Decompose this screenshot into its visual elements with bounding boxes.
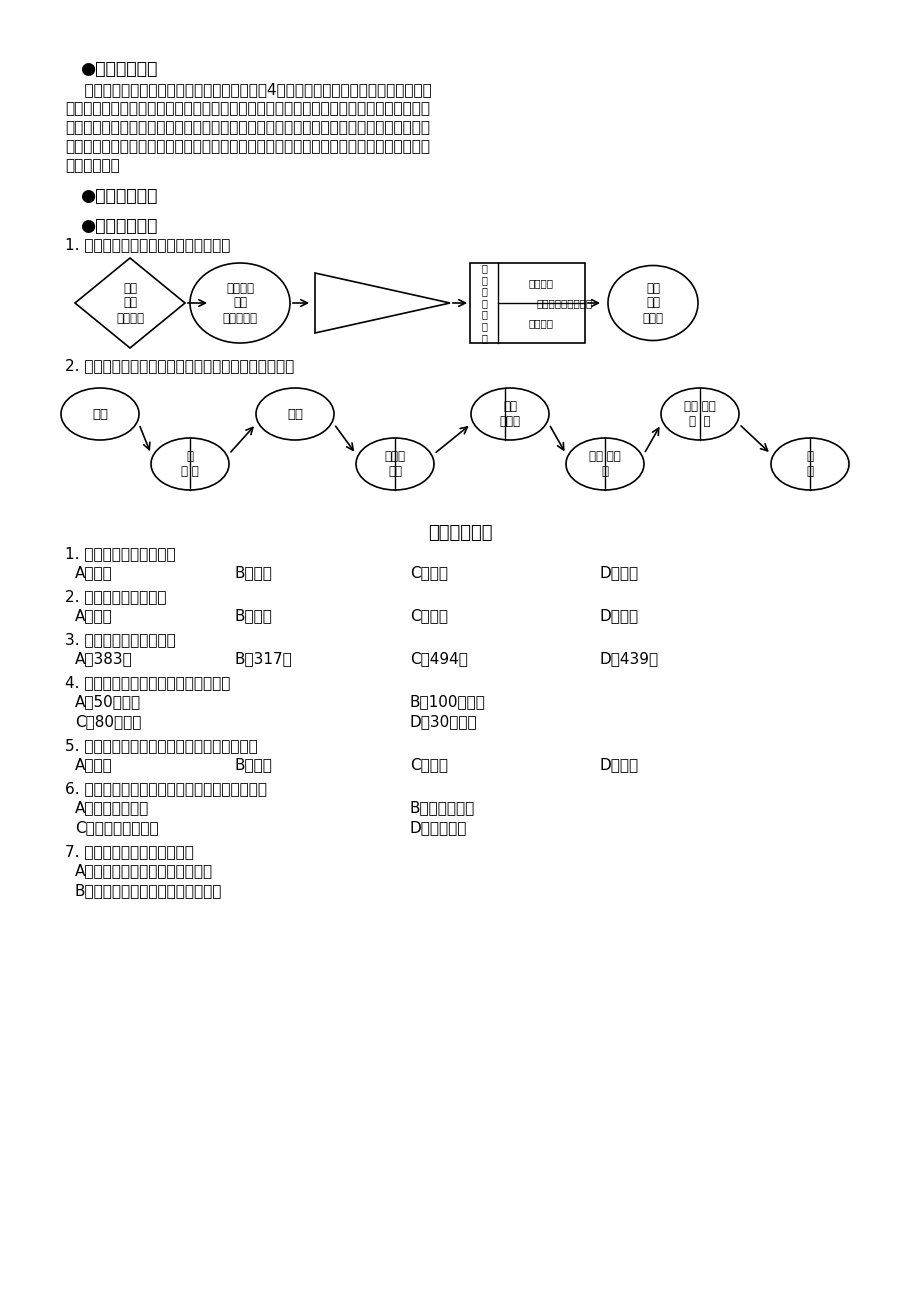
Text: 1. 本课内容可以和下列图示联系起来：: 1. 本课内容可以和下列图示联系起来：: [65, 237, 230, 253]
Text: 北魏
东齐梁: 北魏 东齐梁: [499, 400, 520, 428]
Text: ●学习方法探究: ●学习方法探究: [80, 217, 157, 234]
Text: D．阶级矛盾: D．阶级矛盾: [410, 820, 467, 835]
Text: 建立了北魏，后统一了黄河流域，各族人民加强了联系和友谊，出现了民族大融合的趋势。: 建立了北魏，后统一了黄河流域，各族人民加强了联系和友谊，出现了民族大融合的趋势。: [65, 102, 429, 116]
Text: 东汉: 东汉: [92, 408, 108, 421]
Text: 政治改革家。: 政治改革家。: [65, 158, 119, 173]
Text: C．氐族: C．氐族: [410, 565, 448, 579]
Text: 魏
蜀 吴: 魏 蜀 吴: [181, 450, 199, 478]
Text: B．100万左右: B．100万左右: [410, 694, 485, 710]
Text: C．平城: C．平城: [410, 608, 448, 622]
Text: B．追求汉族政权在洛阳的豪华宫室: B．追求汉族政权在洛阳的豪华宫室: [75, 883, 222, 898]
Text: 2. 东汉至隋政权分合的形势可以和下列图示联系起来：: 2. 东汉至隋政权分合的形势可以和下列图示联系起来：: [65, 358, 294, 372]
Text: A．383年: A．383年: [75, 651, 132, 667]
Text: 同步创新训练: 同步创新训练: [427, 523, 492, 542]
Text: B．鲜卑: B．鲜卑: [234, 565, 273, 579]
Text: 2. 北魏建立后，定都在: 2. 北魏建立后，定都在: [65, 589, 166, 604]
Text: D．439年: D．439年: [599, 651, 658, 667]
Text: 泥水之战后，北方再度陷入分裂和混战状态。4世纪后期，东北地区鲜卑族强大起来，: 泥水之战后，北方再度陷入分裂和混战状态。4世纪后期，东北地区鲜卑族强大起来，: [65, 82, 431, 98]
Text: C．姓张: C．姓张: [410, 756, 448, 772]
Text: 1. 建立北魏的少数民族是: 1. 建立北魏的少数民族是: [65, 546, 176, 561]
Text: 各族人民
长期
生活在一起: 各族人民 长期 生活在一起: [222, 281, 257, 324]
Text: D．羌族: D．羌族: [599, 565, 639, 579]
Text: C．80万左右: C．80万左右: [75, 713, 142, 729]
Text: 隋
陈: 隋 陈: [806, 450, 812, 478]
Text: A．50万左右: A．50万左右: [75, 694, 141, 710]
Text: 政策，加速了北方各族封建化过程，促进了民族大融合。孝文帝是我国古代杰出的少数民族: 政策，加速了北方各族封建化过程，促进了民族大融合。孝文帝是我国古代杰出的少数民族: [65, 139, 429, 154]
Text: 3. 北魏统一黄河流域是在: 3. 北魏统一黄河流域是在: [65, 631, 176, 647]
Text: 5. 孝文帝实行汉化政策中，把皇族由拓跋改为: 5. 孝文帝实行汉化政策中，把皇族由拓跋改为: [65, 738, 257, 753]
Text: A．统一黄河流域: A．统一黄河流域: [75, 799, 149, 815]
Text: 北魏
统一
黄河流域: 北魏 统一 黄河流域: [116, 281, 144, 324]
Text: A．匈奴: A．匈奴: [75, 565, 113, 579]
Text: A．与汉族地主建立亲密合作关系: A．与汉族地主建立亲密合作关系: [75, 863, 213, 878]
Text: 迁都洛阳: 迁都洛阳: [528, 279, 553, 288]
Text: C．494年: C．494年: [410, 651, 468, 667]
Bar: [470, 263, 584, 342]
Text: D．30万左右: D．30万左右: [410, 713, 477, 729]
Text: 促进
民族
大融合: 促进 民族 大融合: [641, 281, 663, 324]
Text: B．姓元: B．姓元: [234, 756, 273, 772]
Text: 6. 下列内容与北魏孝文帝改革互为因果关系的是: 6. 下列内容与北魏孝文帝改革互为因果关系的是: [65, 781, 267, 796]
Text: 西晋: 西晋: [287, 408, 302, 421]
Text: 7. 北魏孝文帝迁都洛阳是为了: 7. 北魏孝文帝迁都洛阳是为了: [65, 844, 194, 859]
Text: ●知识结构图表: ●知识结构图表: [80, 187, 157, 204]
Text: 民族融合已成为趋势: 民族融合已成为趋势: [537, 298, 593, 309]
Text: D．姓李: D．姓李: [599, 756, 639, 772]
Text: 十六国
东晋: 十六国 东晋: [384, 450, 405, 478]
Text: B．长安: B．长安: [234, 608, 273, 622]
Text: ●知识系统概述: ●知识系统概述: [80, 60, 157, 78]
Text: B．完成封建化: B．完成封建化: [410, 799, 475, 815]
Text: 北周 北齐
梁  陈: 北周 北齐 梁 陈: [684, 400, 715, 428]
Text: A．姓王: A．姓王: [75, 756, 113, 772]
Text: 北魏孝文帝顺应历史发展趋势，在政治、经济上进行了一系列改革，并迁都洛阳，实行汉化: 北魏孝文帝顺应历史发展趋势，在政治、经济上进行了一系列改革，并迁都洛阳，实行汉化: [65, 120, 429, 135]
Text: D．建康: D．建康: [599, 608, 639, 622]
Text: 西魏 东魏
梁: 西魏 东魏 梁: [588, 450, 620, 478]
Text: C．北方民族大融合: C．北方民族大融合: [75, 820, 158, 835]
Text: 北
魏
孝
文
帝
改
革: 北 魏 孝 文 帝 改 革: [481, 263, 486, 342]
Text: 4. 北魏孝文帝迁都洛阳后，人口曾达到: 4. 北魏孝文帝迁都洛阳后，人口曾达到: [65, 674, 230, 690]
Text: 改革措施: 改革措施: [528, 318, 553, 328]
Text: A．洛阳: A．洛阳: [75, 608, 113, 622]
Text: B．317年: B．317年: [234, 651, 292, 667]
